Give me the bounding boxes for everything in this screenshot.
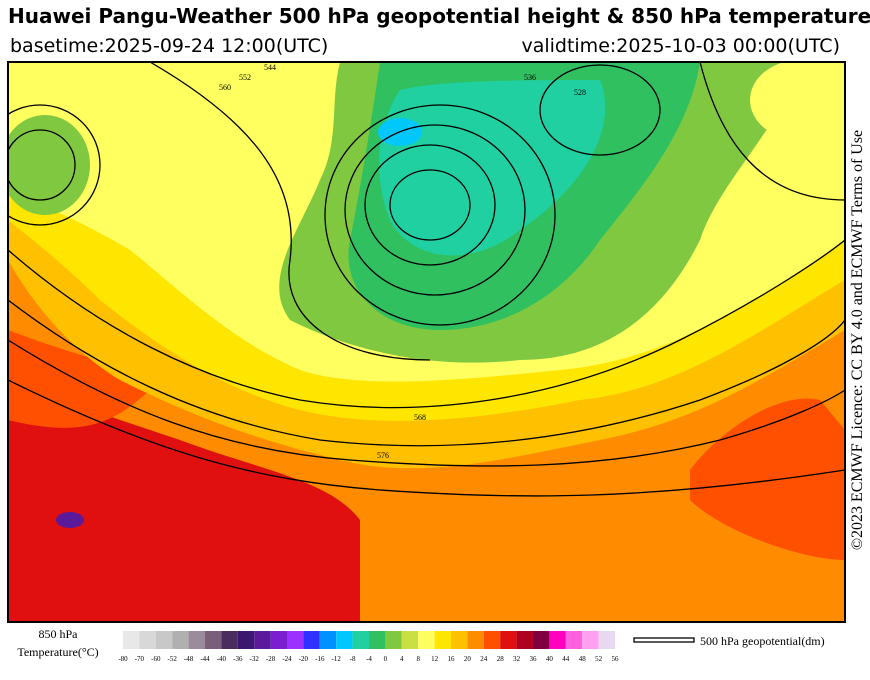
colorbar-title: Temperature(°C) (17, 645, 98, 659)
map-frame (7, 61, 846, 623)
validtime: validtime:2025-10-03 00:00(UTC) (521, 35, 840, 57)
colorbar-tick: -36 (233, 655, 243, 663)
colorbar-box (237, 631, 255, 649)
title: Huawei Pangu-Weather 500 hPa geopotentia… (8, 4, 870, 28)
colorbar-box (516, 631, 533, 649)
colorbar-box (385, 631, 402, 649)
colorbar-tick: 28 (497, 655, 505, 663)
colorbar-tick: -16 (315, 655, 325, 663)
colorbar-tick: 44 (562, 655, 570, 663)
colorbar-tick: -52 (168, 655, 178, 663)
colorbar-box (369, 631, 386, 649)
colorbar-tick: 16 (448, 655, 456, 663)
colorbar-box (582, 631, 599, 649)
colorbar-box (123, 631, 140, 649)
contour-legend-line (633, 637, 695, 643)
colorbar-box (254, 631, 271, 649)
colorbar-box (483, 631, 501, 649)
colorbar-box (401, 631, 419, 649)
contour-label: 552 (239, 73, 251, 82)
colorbar-box (319, 631, 337, 649)
colorbar-box (434, 631, 451, 649)
colorbar-tick: 36 (530, 655, 538, 663)
colorbar-box (221, 631, 238, 649)
contour-label: 544 (264, 63, 276, 72)
colorbar-box (303, 631, 320, 649)
colorbar-box (565, 631, 583, 649)
colorbar-tick: 4 (400, 655, 404, 663)
colorbar-tick: -12 (332, 655, 342, 663)
contour-label: 576 (377, 451, 389, 460)
colorbar-box (451, 631, 468, 649)
colorbar-tick: -24 (282, 655, 292, 663)
colorbar-tick: 48 (579, 655, 587, 663)
colorbar-tick: 12 (431, 655, 439, 663)
colorbar-box (598, 631, 615, 649)
colorbar-tick: -20 (299, 655, 309, 663)
colorbar-tick: 40 (546, 655, 554, 663)
colorbar-tick: -40 (217, 655, 227, 663)
contour-legend: 500 hPa geopotential(dm) (700, 634, 825, 648)
colorbar-tick: -44 (200, 655, 210, 663)
basetime: basetime:2025-09-24 12:00(UTC) (10, 35, 329, 57)
contour-label: 560 (219, 83, 231, 92)
colorbar-title: 850 hPa (39, 627, 79, 641)
colorbar-box (172, 631, 189, 649)
colorbar-box (139, 631, 156, 649)
colorbar-box (549, 631, 566, 649)
colorbar-tick: -48 (184, 655, 194, 663)
colorbar-tick: 20 (464, 655, 472, 663)
colorbar-tick: 24 (480, 655, 488, 663)
colorbar-box (352, 631, 369, 649)
colorbar-box (418, 631, 435, 649)
contour-label: 536 (524, 73, 536, 82)
colorbar-tick: 32 (513, 655, 521, 663)
colorbar-tick: -60 (151, 655, 161, 663)
colorbar-tick: 56 (612, 655, 620, 663)
colorbar-box (270, 631, 287, 649)
colorbar-box (467, 631, 484, 649)
colorbar-box (155, 631, 173, 649)
colorbar-box (287, 631, 304, 649)
colorbar-tick: -4 (366, 655, 372, 663)
temperature-field (8, 62, 845, 622)
colorbar-tick: 8 (416, 655, 420, 663)
colorbar-tick: -80 (118, 655, 128, 663)
colorbar-tick: -8 (350, 655, 356, 663)
colorbar-box (533, 631, 550, 649)
colorbar-box (188, 631, 205, 649)
contour-label: 528 (574, 88, 586, 97)
colorbar-box (205, 631, 222, 649)
contours (8, 62, 845, 497)
licence: ©2023 ECMWF Licence: CC BY 4.0 and ECMWF… (849, 129, 866, 551)
colorbar-tick: 52 (595, 655, 603, 663)
colorbar-box (500, 631, 517, 649)
colorbar-tick: -28 (266, 655, 276, 663)
colorbar-tick: -70 (135, 655, 145, 663)
contour-label: 568 (414, 413, 426, 422)
colorbar-tick: -32 (250, 655, 260, 663)
colorbar-tick: 0 (384, 655, 388, 663)
colorbar-box (336, 631, 353, 649)
